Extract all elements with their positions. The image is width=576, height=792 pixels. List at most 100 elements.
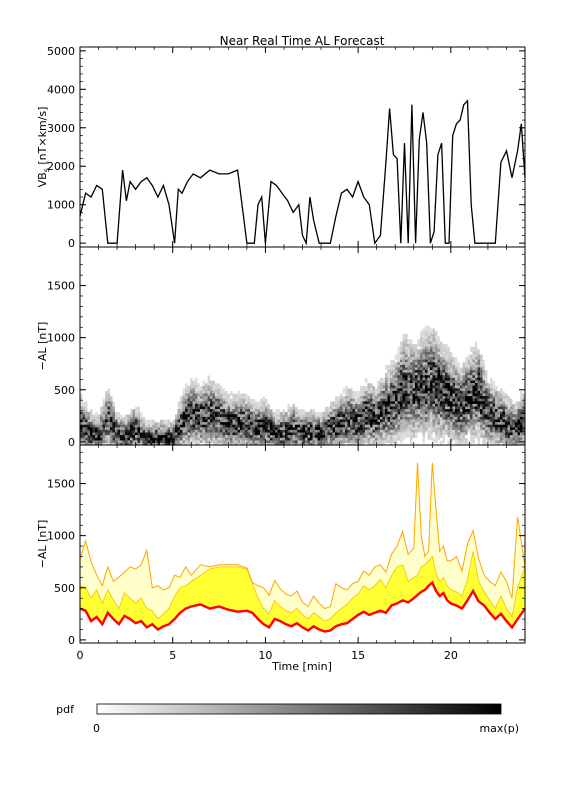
pdf-cell <box>395 435 398 441</box>
pdf-cell <box>477 414 480 420</box>
pdf-cell <box>430 341 433 347</box>
pdf-cell <box>262 435 265 441</box>
pdf-cell <box>362 440 365 446</box>
pdf-cell <box>212 440 215 446</box>
pdf-cell <box>420 362 423 368</box>
pdf-cell <box>355 391 358 397</box>
pdf-cell <box>467 372 470 378</box>
pdf-cell <box>177 419 180 425</box>
pdf-cell <box>357 422 360 428</box>
pdf-cell <box>227 432 230 438</box>
pdf-cell <box>302 435 305 441</box>
pdf-cell <box>347 424 350 430</box>
pdf-cell <box>280 424 283 430</box>
pdf-cell <box>272 427 275 433</box>
y-tick-label: 2000 <box>47 160 75 173</box>
pdf-cell <box>397 365 400 370</box>
pdf-cell <box>287 406 290 412</box>
pdf-cell <box>370 383 373 389</box>
pdf-cell <box>402 344 405 350</box>
pdf-cell <box>402 409 405 415</box>
pdf-cell <box>492 404 495 410</box>
pdf-cell <box>345 393 348 399</box>
pdf-cell <box>477 372 480 378</box>
pdf-cell <box>142 419 145 425</box>
pdf-cell <box>442 396 445 402</box>
pdf-cell <box>450 375 453 381</box>
pdf-cell <box>105 401 108 407</box>
pdf-cell <box>117 414 120 420</box>
pdf-cell <box>372 427 375 433</box>
pdf-cell <box>505 417 508 423</box>
pdf-cell <box>480 385 483 391</box>
pdf-cell <box>285 411 288 417</box>
pdf-cell <box>100 422 103 428</box>
pdf-cell <box>447 346 450 352</box>
pdf-cell <box>430 362 433 368</box>
pdf-cell <box>442 404 445 410</box>
pdf-cell <box>457 393 460 399</box>
pdf-cell <box>487 438 490 443</box>
pdf-cell <box>335 432 338 438</box>
pdf-cell <box>465 422 468 428</box>
pdf-cell <box>430 430 433 436</box>
pdf-cell <box>407 388 410 394</box>
pdf-cell <box>492 417 495 423</box>
pdf-cell <box>217 440 220 446</box>
pdf-cell <box>520 435 523 441</box>
pdf-cell <box>437 362 440 368</box>
pdf-cell <box>172 430 175 436</box>
pdf-cell <box>435 375 438 381</box>
pdf-cell <box>257 435 260 441</box>
pdf-cell <box>427 391 430 397</box>
pdf-cell <box>180 432 183 438</box>
pdf-cell <box>105 427 108 433</box>
pdf-cell <box>240 438 243 443</box>
pdf-cell <box>415 380 418 386</box>
pdf-cell <box>220 422 223 428</box>
pdf-cell <box>490 383 493 389</box>
y-tick-label: 3000 <box>47 122 75 135</box>
pdf-cell <box>112 414 115 420</box>
pdf-cell <box>330 401 333 407</box>
pdf-cell <box>367 393 370 399</box>
pdf-cell <box>390 438 393 443</box>
pdf-cell <box>485 393 488 399</box>
pdf-cell <box>505 430 508 436</box>
pdf-cell <box>392 424 395 430</box>
pdf-cell <box>262 411 265 417</box>
pdf-cell <box>105 411 108 417</box>
pdf-cell <box>137 440 140 446</box>
pdf-cell <box>420 339 423 344</box>
pdf-cell <box>147 422 150 428</box>
pdf-cell <box>390 378 393 383</box>
pdf-cell <box>202 385 205 391</box>
pdf-cell <box>257 401 260 407</box>
pdf-cell <box>330 414 333 420</box>
pdf-cell <box>410 396 413 402</box>
pdf-cell <box>435 438 438 443</box>
pdf-cell <box>345 419 348 425</box>
pdf-cell <box>435 359 438 365</box>
pdf-cell <box>272 435 275 441</box>
pdf-cell <box>130 430 133 436</box>
pdf-cell <box>420 411 423 417</box>
pdf-cell <box>175 417 178 423</box>
pdf-cell <box>307 414 310 420</box>
pdf-cell <box>417 372 420 378</box>
pdf-cell <box>397 411 400 417</box>
pdf-cell <box>420 383 423 389</box>
pdf-cell <box>442 365 445 370</box>
pdf-cell <box>432 333 435 339</box>
pdf-cell <box>200 393 203 399</box>
pdf-cell <box>457 419 460 425</box>
pdf-cell <box>385 411 388 417</box>
pdf-cell <box>467 365 470 370</box>
pdf-cell <box>492 406 495 412</box>
pdf-cell <box>440 419 443 425</box>
pdf-cell <box>407 391 410 397</box>
pdf-cell <box>440 341 443 347</box>
pdf-cell <box>397 393 400 399</box>
pdf-cell <box>87 427 90 433</box>
pdf-cell <box>187 430 190 436</box>
